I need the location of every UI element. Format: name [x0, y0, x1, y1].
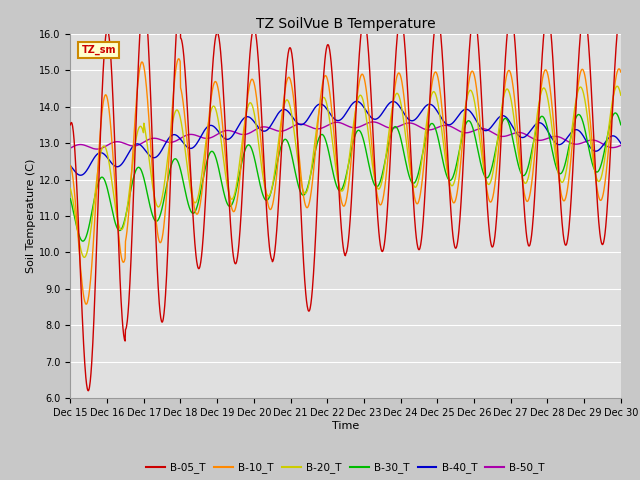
X-axis label: Time: Time: [332, 421, 359, 431]
Y-axis label: Soil Temperature (C): Soil Temperature (C): [26, 159, 36, 273]
Text: TZ_sm: TZ_sm: [81, 45, 116, 55]
Legend: B-05_T, B-10_T, B-20_T, B-30_T, B-40_T, B-50_T: B-05_T, B-10_T, B-20_T, B-30_T, B-40_T, …: [142, 458, 549, 478]
Title: TZ SoilVue B Temperature: TZ SoilVue B Temperature: [256, 17, 435, 31]
